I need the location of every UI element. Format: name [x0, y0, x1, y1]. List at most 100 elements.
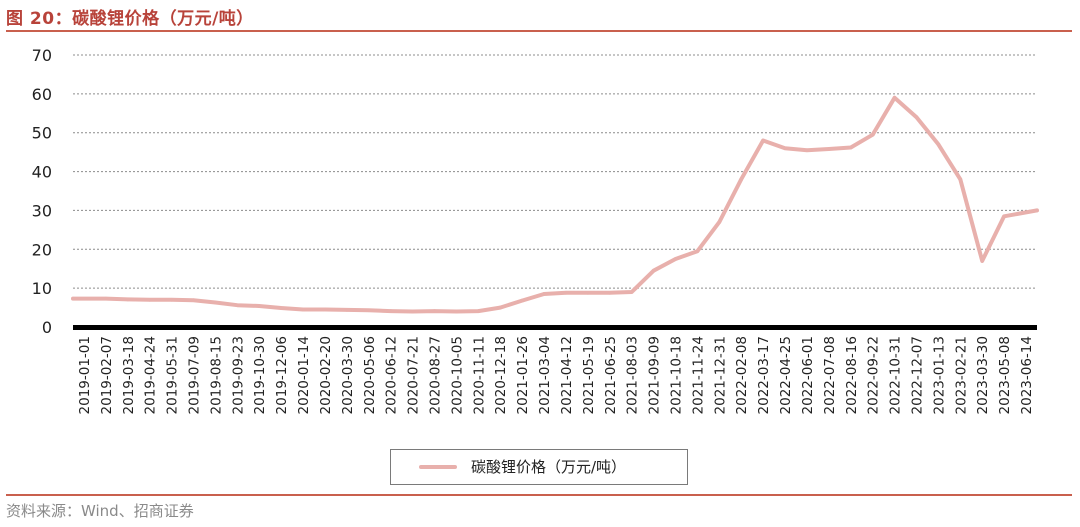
data-point: [104, 296, 108, 301]
data-point: [827, 147, 831, 151]
x-tick-label: 2019-05-31: [165, 336, 181, 414]
x-tick-label: 2020-03-30: [340, 336, 356, 414]
title-rule: [6, 30, 1072, 32]
y-tick-label: 60: [32, 85, 52, 104]
x-tick-label: 2020-11-11: [471, 336, 487, 414]
x-tick-label: 2023-03-30: [975, 336, 991, 414]
x-tick-label: 2021-10-18: [669, 336, 685, 414]
legend: 碳酸锂价格（万元/吨）: [390, 449, 688, 485]
x-tick-label: 2021-08-03: [625, 336, 641, 414]
x-tick-label: 2021-03-04: [537, 336, 553, 414]
data-point: [848, 145, 853, 150]
x-tick-label: 2023-02-21: [953, 336, 969, 414]
x-tick-label: 2022-03-17: [756, 336, 772, 414]
legend-label: 碳酸锂价格（万元/吨）: [471, 458, 627, 476]
data-point: [914, 115, 919, 119]
data-point: [805, 148, 809, 152]
data-point: [169, 298, 174, 302]
x-tick-label: 2020-08-27: [428, 336, 444, 414]
x-tick-label: 2021-06-25: [603, 336, 619, 414]
x-tick-label: 2022-09-22: [866, 336, 882, 414]
x-axis-line: [73, 325, 1037, 330]
x-tick-label: 2020-06-12: [384, 336, 400, 414]
x-tick-label: 2019-01-01: [77, 336, 93, 414]
data-point: [279, 306, 283, 310]
data-point: [586, 291, 590, 295]
x-tick-label: 2020-07-21: [406, 336, 422, 414]
x-tick-label: 2021-12-31: [712, 336, 728, 414]
x-tick-label: 2021-01-26: [515, 336, 531, 414]
data-point: [235, 303, 240, 308]
data-point: [783, 146, 787, 151]
x-tick-label: 2020-10-05: [449, 336, 465, 414]
x-tick-label: 2020-02-20: [318, 336, 334, 414]
x-tick-label: 2022-12-07: [910, 336, 926, 414]
data-point: [476, 309, 481, 313]
x-tick-label: 2021-05-19: [581, 336, 597, 414]
x-tick-label: 2019-10-30: [252, 336, 268, 414]
x-tick-label: 2023-05-08: [997, 336, 1013, 414]
x-tick-label: 2019-09-23: [230, 336, 246, 414]
data-point: [213, 300, 218, 305]
data-point: [717, 220, 722, 224]
y-tick-label: 20: [32, 240, 52, 259]
data-point: [71, 296, 75, 301]
data-point: [454, 309, 459, 314]
data-point: [761, 138, 765, 143]
x-tick-label: 2022-06-01: [800, 336, 816, 414]
data-point: [147, 298, 152, 302]
x-tick-label: 2023-06-14: [1019, 336, 1035, 414]
data-point: [673, 257, 678, 261]
x-axis-ticks: 2019-01-01 2019-02-07 2019-03-18 2019-04-24…: [77, 336, 1035, 414]
data-point: [980, 259, 985, 263]
data-point: [564, 291, 568, 295]
data-point: [936, 142, 941, 147]
data-point: [191, 298, 196, 302]
data-point: [257, 304, 262, 308]
data-point: [125, 297, 130, 302]
lithium-carbonate-price-chart: 0 10 20 30 40 50 60 70 2019-01-01 2019-02-07 2019…: [32, 46, 1039, 414]
series-line-lithium-carbonate-price: [71, 95, 1039, 314]
x-tick-label: 2019-08-15: [208, 336, 224, 414]
data-point: [651, 268, 656, 273]
x-tick-label: 2020-05-06: [362, 336, 378, 414]
data-points: [71, 95, 1039, 314]
data-point: [542, 292, 546, 296]
y-tick-label: 70: [32, 46, 52, 65]
x-tick-label: 2021-09-09: [647, 336, 663, 414]
data-point: [366, 308, 371, 313]
data-point: [323, 307, 327, 312]
data-point: [410, 309, 415, 314]
data-point: [345, 308, 349, 312]
grid-lines: [73, 54, 1037, 289]
x-tick-label: 2022-02-08: [734, 336, 750, 414]
y-tick-label: 10: [32, 279, 52, 298]
data-point: [892, 95, 897, 100]
y-tick-label: 50: [32, 124, 52, 143]
source-note: 资料来源：Wind、招商证券: [6, 502, 194, 520]
y-tick-label: 30: [32, 201, 52, 220]
x-tick-label: 2022-07-08: [822, 336, 838, 414]
data-point: [870, 132, 875, 137]
data-point: [1002, 214, 1006, 219]
x-tick-label: 2019-07-09: [187, 336, 203, 414]
x-tick-label: 2020-12-18: [493, 336, 509, 414]
footer-rule: [6, 494, 1072, 496]
x-tick-label: 2022-04-25: [778, 336, 794, 414]
data-point: [629, 290, 634, 294]
y-tick-label: 0: [42, 318, 52, 337]
legend-swatch: [419, 465, 457, 469]
y-tick-label: 40: [32, 163, 52, 182]
x-tick-label: 2021-11-24: [690, 336, 706, 414]
data-point: [432, 309, 437, 313]
data-point: [520, 298, 524, 303]
data-point: [958, 177, 963, 182]
x-tick-label: 2022-08-16: [844, 336, 860, 414]
x-tick-label: 2019-12-06: [274, 336, 290, 414]
data-point: [388, 309, 393, 313]
x-tick-label: 2023-01-13: [931, 336, 947, 414]
data-point: [1035, 208, 1039, 213]
x-tick-label: 2020-01-14: [296, 336, 312, 414]
data-point: [739, 177, 744, 182]
x-tick-label: 2019-03-18: [121, 336, 137, 414]
